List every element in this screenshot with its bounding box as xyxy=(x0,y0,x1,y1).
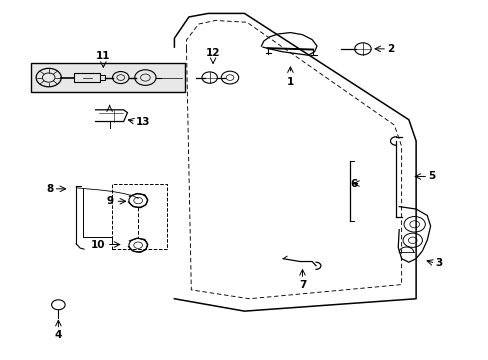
Text: 10: 10 xyxy=(91,239,105,249)
Text: 5: 5 xyxy=(427,171,435,181)
Text: 1: 1 xyxy=(286,77,293,87)
Text: 6: 6 xyxy=(350,179,357,189)
Text: 4: 4 xyxy=(55,330,62,340)
Bar xyxy=(100,76,105,80)
Text: 13: 13 xyxy=(136,117,150,126)
Text: 8: 8 xyxy=(46,184,53,194)
Text: 12: 12 xyxy=(205,48,220,58)
Text: 7: 7 xyxy=(298,280,305,290)
Text: 3: 3 xyxy=(435,258,442,268)
FancyBboxPatch shape xyxy=(31,63,184,92)
Text: 9: 9 xyxy=(106,196,114,206)
Text: 11: 11 xyxy=(96,51,110,61)
Text: 2: 2 xyxy=(386,44,393,54)
Bar xyxy=(74,73,100,82)
